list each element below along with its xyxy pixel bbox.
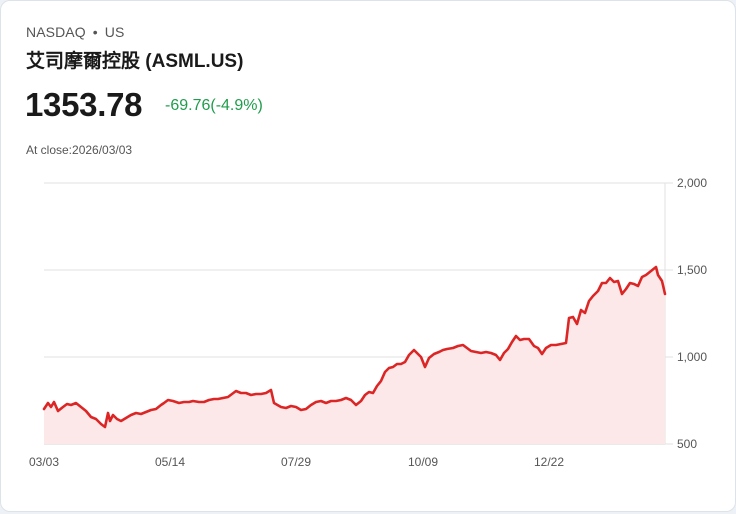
x-tick-label: 10/09 [408,455,438,469]
exchange-name: NASDAQ [26,24,86,40]
x-tick-label: 03/03 [29,455,59,469]
x-axis: 03/03 05/14 07/29 10/09 12/22 [29,455,564,469]
x-tick-label: 12/22 [534,455,564,469]
x-tick-label: 07/29 [281,455,311,469]
close-time: At close:2026/03/03 [26,143,133,157]
y-tick-label: 1,000 [677,350,707,364]
x-tick-label: 05/14 [155,455,185,469]
separator-dot: • [92,24,98,40]
y-tick-label: 500 [677,437,697,451]
exchange-label: NASDAQ • US [26,24,124,40]
y-tick-label: 2,000 [677,176,707,190]
price-area-fill [44,267,665,444]
stock-title: 艾司摩爾控股 (ASML.US) [26,51,244,72]
current-price: 1353.78 [25,86,143,123]
market-name: US [104,24,125,40]
price-line [42,265,667,429]
price-change: -69.76(-4.9%) [165,97,263,114]
y-tick-label: 1,500 [677,263,707,277]
y-axis: 2,000 1,500 1,000 500 [677,176,707,451]
